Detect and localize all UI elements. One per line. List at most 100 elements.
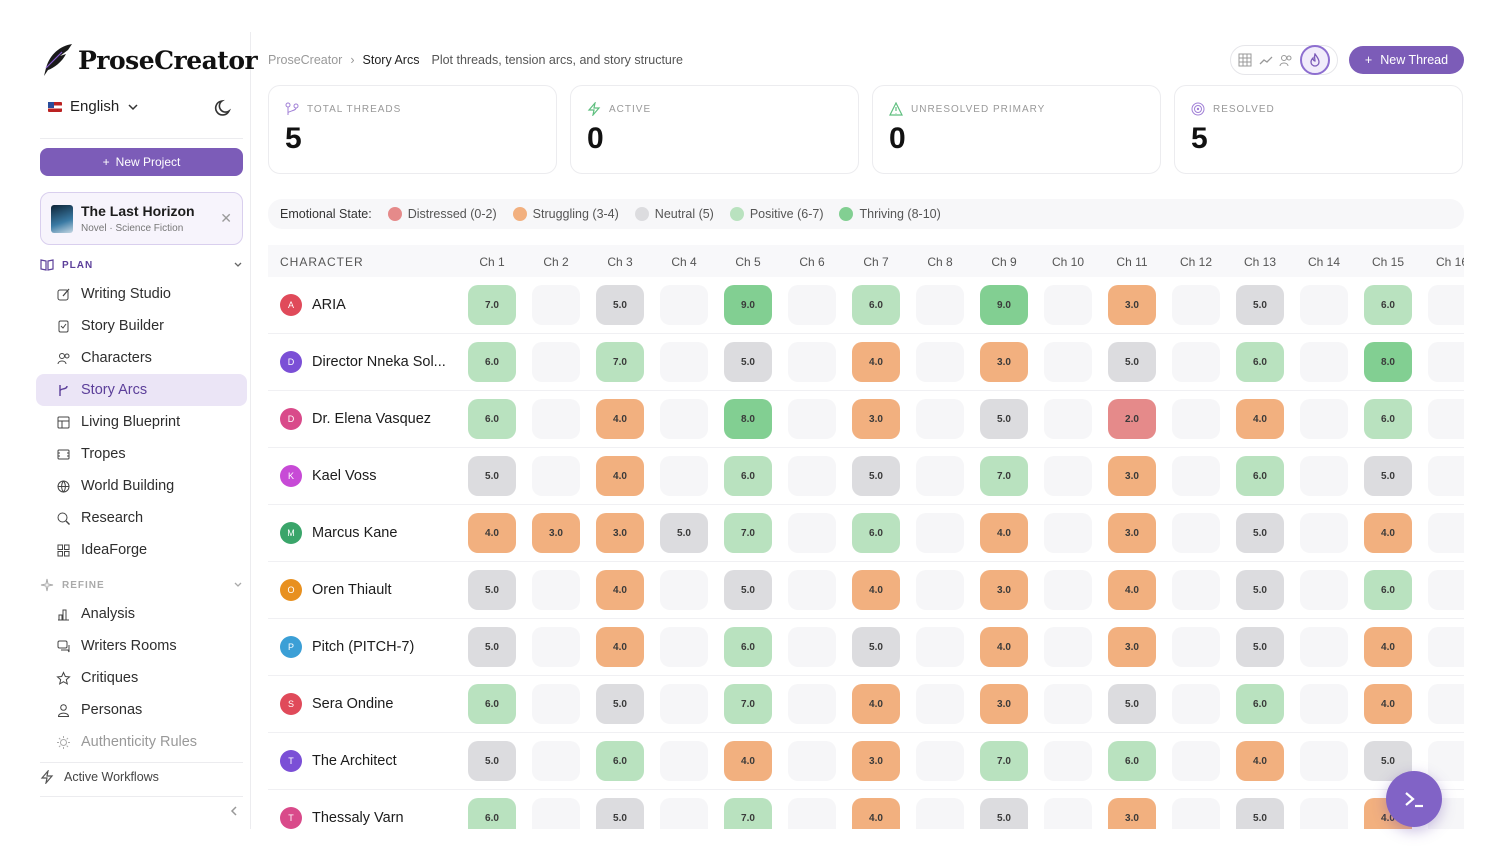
- emotion-cell[interactable]: [532, 798, 580, 829]
- emotion-cell[interactable]: 7.0: [596, 342, 644, 382]
- emotion-cell[interactable]: 2.0: [1108, 399, 1156, 439]
- emotion-cell[interactable]: [1300, 285, 1348, 325]
- chapter-column-header[interactable]: Ch 15: [1371, 255, 1405, 269]
- chapter-column-header[interactable]: Ch 9: [991, 255, 1017, 269]
- character-name[interactable]: Dr. Elena Vasquez: [312, 411, 432, 427]
- emotion-cell[interactable]: 5.0: [468, 741, 516, 781]
- emotion-cell[interactable]: 5.0: [596, 285, 644, 325]
- sidebar-item-world-building[interactable]: World Building: [36, 470, 247, 502]
- emotion-cell[interactable]: 3.0: [852, 399, 900, 439]
- emotion-cell[interactable]: [1172, 741, 1220, 781]
- trend-view-icon[interactable]: [1259, 53, 1273, 67]
- emotion-cell[interactable]: [1428, 285, 1464, 325]
- plan-section-header[interactable]: PLAN: [40, 258, 243, 272]
- chapter-column-header[interactable]: Ch 8: [927, 255, 953, 269]
- emotion-cell[interactable]: [1044, 627, 1092, 667]
- emotion-cell[interactable]: [1044, 342, 1092, 382]
- chapter-column-header[interactable]: Ch 14: [1307, 255, 1341, 269]
- emotion-cell[interactable]: 9.0: [724, 285, 772, 325]
- emotion-cell[interactable]: 3.0: [532, 513, 580, 553]
- emotion-cell[interactable]: 6.0: [852, 513, 900, 553]
- emotion-cell[interactable]: [788, 798, 836, 829]
- table-row[interactable]: M Marcus Kane 4.0 3.0 3.0 5.0 7.0 6.0 4.0 3.0 5.0 4…: [268, 505, 1464, 562]
- emotion-cell[interactable]: [532, 399, 580, 439]
- emotion-cell[interactable]: [532, 684, 580, 724]
- emotion-cell[interactable]: [1044, 513, 1092, 553]
- emotion-cell[interactable]: 3.0: [852, 741, 900, 781]
- emotion-cell[interactable]: 6.0: [468, 342, 516, 382]
- emotion-cell[interactable]: 4.0: [980, 627, 1028, 667]
- sidebar-item-story-builder[interactable]: Story Builder: [36, 310, 247, 342]
- emotion-cell[interactable]: 5.0: [596, 798, 644, 829]
- sidebar-item-ideaforge[interactable]: IdeaForge: [36, 534, 247, 566]
- emotion-cell[interactable]: 6.0: [1108, 741, 1156, 781]
- emotion-cell[interactable]: [788, 399, 836, 439]
- chapter-column-header[interactable]: Ch 2: [543, 255, 569, 269]
- emotion-cell[interactable]: [1300, 456, 1348, 496]
- users-view-icon[interactable]: [1279, 53, 1293, 67]
- character-name[interactable]: Pitch (PITCH-7): [312, 639, 415, 655]
- emotion-cell[interactable]: 4.0: [1236, 399, 1284, 439]
- emotion-cell[interactable]: 7.0: [980, 456, 1028, 496]
- table-view-icon[interactable]: [1238, 53, 1252, 67]
- chapter-column-header[interactable]: Ch 13: [1243, 255, 1277, 269]
- sidebar-item-living-blueprint[interactable]: Living Blueprint: [36, 406, 247, 438]
- emotion-cell[interactable]: 4.0: [852, 570, 900, 610]
- new-project-button[interactable]: + New Project: [40, 148, 243, 176]
- emotion-cell[interactable]: [916, 798, 964, 829]
- emotion-cell[interactable]: [532, 570, 580, 610]
- terminal-fab-button[interactable]: [1386, 771, 1442, 827]
- emotion-cell[interactable]: [916, 684, 964, 724]
- emotion-cell[interactable]: 6.0: [724, 627, 772, 667]
- emotion-cell[interactable]: [1044, 456, 1092, 496]
- emotion-cell[interactable]: 3.0: [1108, 285, 1156, 325]
- emotion-cell[interactable]: 5.0: [468, 627, 516, 667]
- emotion-cell[interactable]: 5.0: [1364, 456, 1412, 496]
- emotion-cell[interactable]: [788, 342, 836, 382]
- character-name[interactable]: The Architect: [312, 753, 397, 769]
- emotion-cell[interactable]: [660, 798, 708, 829]
- app-logo[interactable]: ProseCreator: [40, 42, 258, 78]
- emotion-cell[interactable]: 5.0: [852, 627, 900, 667]
- emotion-cell[interactable]: [660, 456, 708, 496]
- emotion-cell[interactable]: 6.0: [1236, 456, 1284, 496]
- emotion-cell[interactable]: 4.0: [1364, 684, 1412, 724]
- emotion-cell[interactable]: [1300, 627, 1348, 667]
- emotion-cell[interactable]: [1172, 456, 1220, 496]
- emotion-cell[interactable]: [660, 741, 708, 781]
- emotion-cell[interactable]: 7.0: [724, 684, 772, 724]
- emotion-cell[interactable]: [1044, 684, 1092, 724]
- sidebar-item-tropes[interactable]: Tropes: [36, 438, 247, 470]
- emotion-cell[interactable]: 5.0: [980, 399, 1028, 439]
- theme-toggle[interactable]: [214, 98, 234, 123]
- emotion-cell[interactable]: 3.0: [1108, 456, 1156, 496]
- sidebar-item-analysis[interactable]: Analysis: [36, 598, 247, 630]
- chapter-column-header[interactable]: Ch 10: [1051, 255, 1085, 269]
- sidebar-item-writing-studio[interactable]: Writing Studio: [36, 278, 247, 310]
- emotion-cell[interactable]: 5.0: [1236, 513, 1284, 553]
- emotion-cell[interactable]: [916, 456, 964, 496]
- emotion-cell[interactable]: [916, 399, 964, 439]
- emotion-cell[interactable]: 6.0: [1364, 570, 1412, 610]
- emotion-cell[interactable]: 5.0: [980, 798, 1028, 829]
- emotion-cell[interactable]: [1044, 570, 1092, 610]
- emotion-cell[interactable]: 3.0: [1108, 627, 1156, 667]
- table-row[interactable]: D Dr. Elena Vasquez 6.0 4.0 8.0 3.0 5.0 2.0 4.0 6…: [268, 391, 1464, 448]
- emotion-cell[interactable]: 3.0: [980, 570, 1028, 610]
- chapter-column-header[interactable]: Ch 7: [863, 255, 889, 269]
- emotion-cell[interactable]: 5.0: [1236, 798, 1284, 829]
- emotion-cell[interactable]: 6.0: [852, 285, 900, 325]
- emotion-cell[interactable]: [916, 627, 964, 667]
- breadcrumb-root[interactable]: ProseCreator: [268, 53, 343, 67]
- emotion-cell[interactable]: [1300, 399, 1348, 439]
- character-name[interactable]: Oren Thiault: [312, 582, 392, 598]
- language-selector[interactable]: English: [48, 98, 139, 115]
- chapter-column-header[interactable]: Ch 1: [479, 255, 505, 269]
- emotion-cell[interactable]: [660, 684, 708, 724]
- emotion-cell[interactable]: [1428, 570, 1464, 610]
- emotion-cell[interactable]: [1428, 513, 1464, 553]
- emotion-cell[interactable]: [1172, 798, 1220, 829]
- emotion-cell[interactable]: 5.0: [596, 684, 644, 724]
- emotion-cell[interactable]: [1428, 627, 1464, 667]
- emotion-cell[interactable]: 7.0: [980, 741, 1028, 781]
